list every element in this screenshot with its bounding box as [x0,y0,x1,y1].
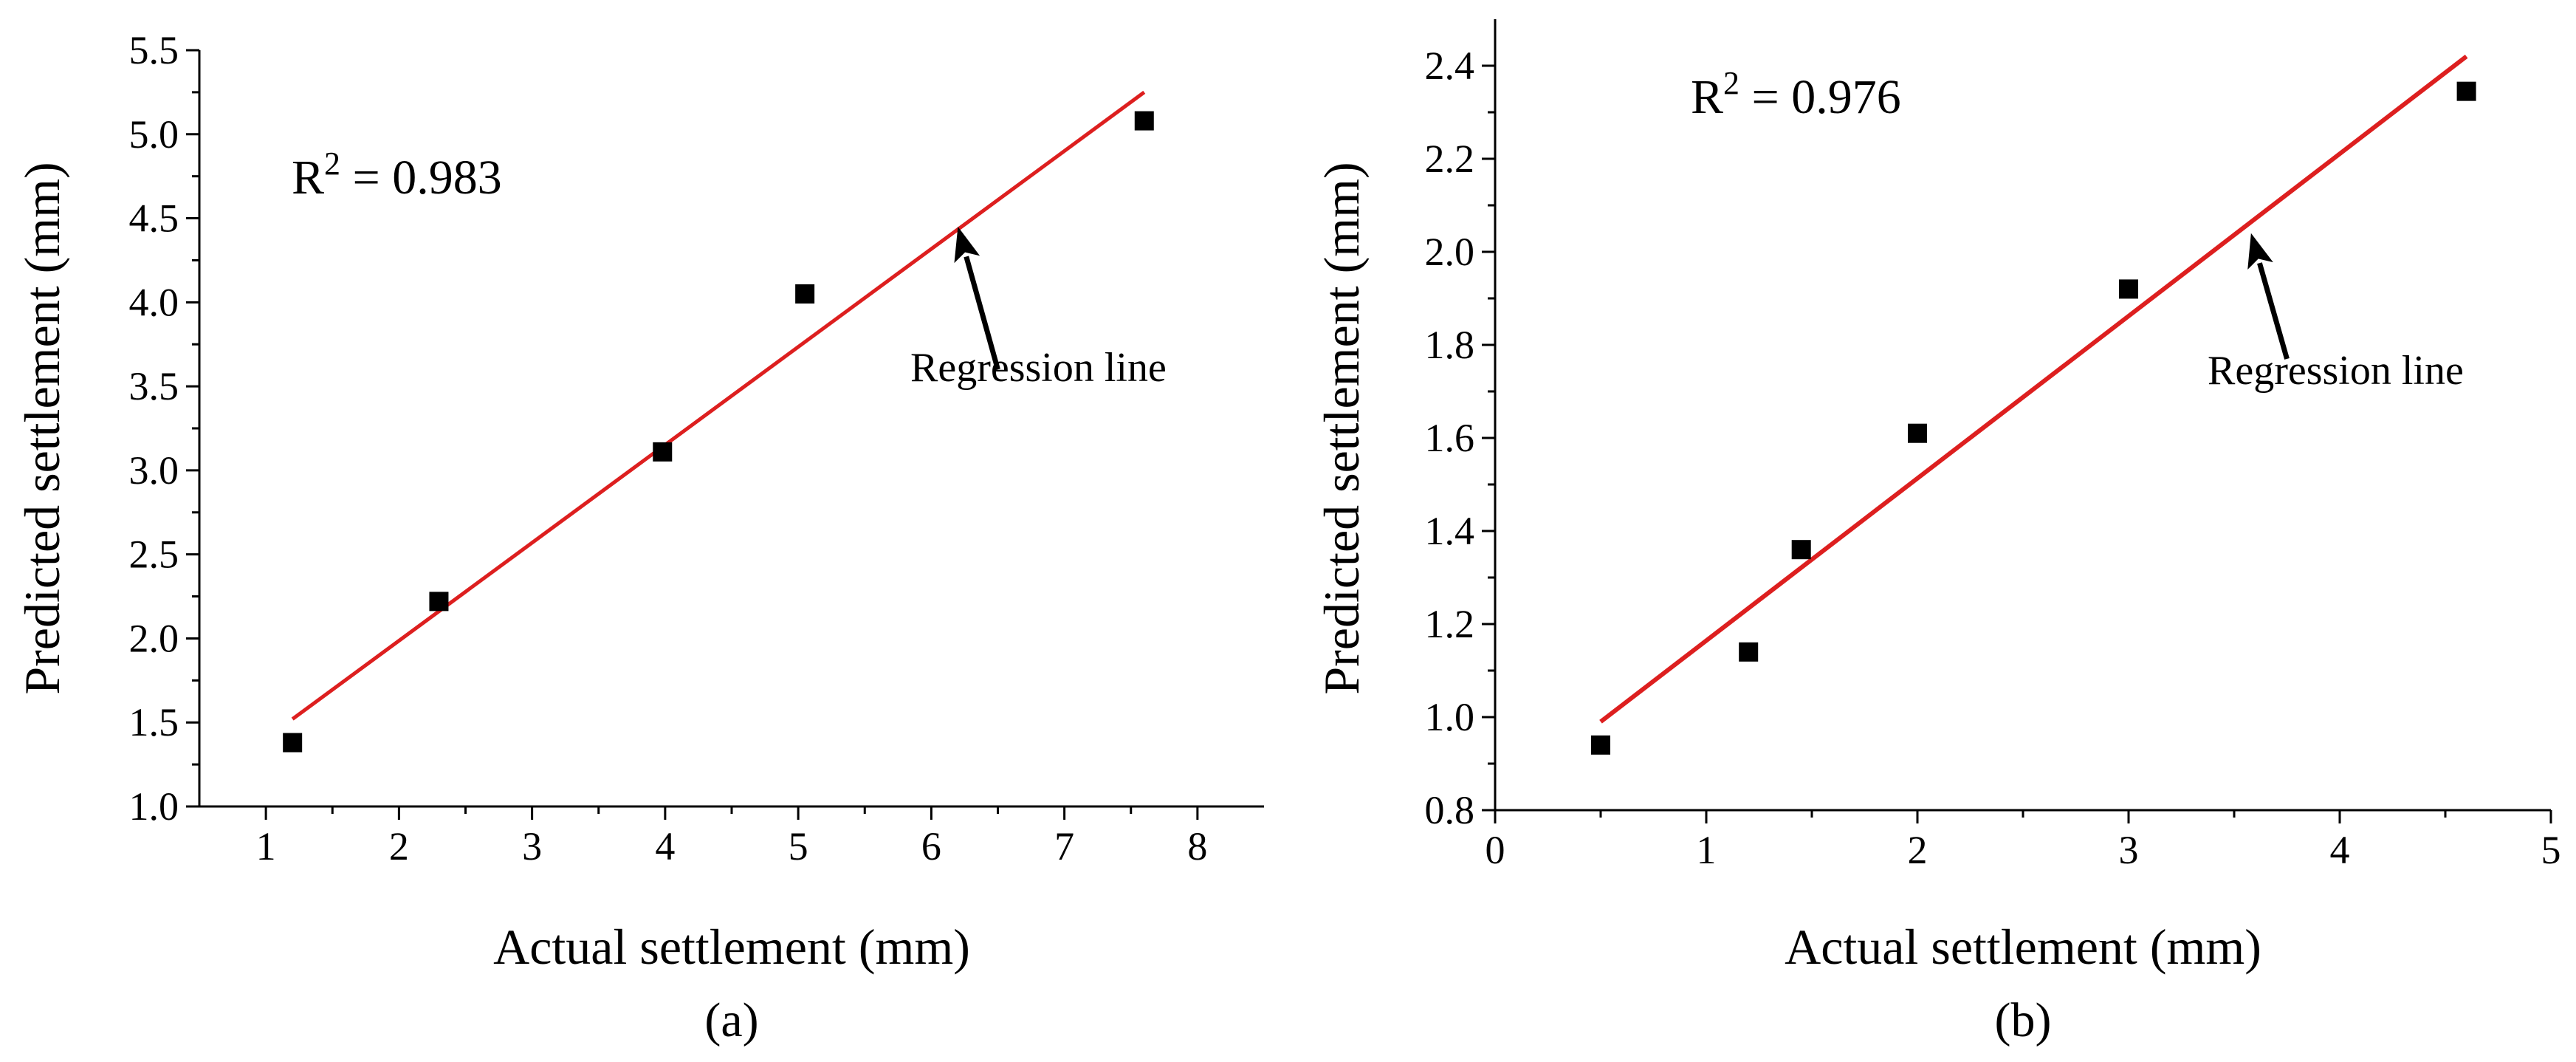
panel-b-x-tick-label: 1 [1697,828,1717,872]
panel-b-x-tick-label: 5 [2541,828,2561,872]
panel-b-x-tick-label: 2 [1908,828,1928,872]
panel-b-y-ticks: 0.8 1.0 1.2 1.4 1.6 1.8 2.0 2.2 2.4 [1425,44,1495,832]
panel-b-data-point [1908,423,1927,443]
panel-a-y-tick-label: 5.5 [129,28,179,72]
panel-a-y-tick-label: 3.5 [129,364,179,408]
panel-b-regression-line [1599,55,2468,724]
panel-a-y-tick-label: 3.0 [129,448,179,493]
panel-a-x-tick-label: 8 [1187,824,1207,869]
panel-b-x-tick-label: 0 [1486,828,1505,872]
panel-a-y-tick-label: 1.0 [129,784,179,829]
panel-a-data-point [283,733,303,753]
panel-b-x-tick-label: 4 [2330,828,2350,872]
panel-a-data-point [795,284,815,304]
panel-b-x-tick-label: 3 [2119,828,2139,872]
panel-b-r2-sup: 2 [1723,65,1739,101]
panel-a-x-tick-label: 1 [256,824,276,869]
panel-a-annotation-label: Regression line [910,345,1167,391]
panel-b-y-tick-label: 1.4 [1425,509,1475,553]
panel-b-points [1591,81,2476,755]
panel-b-data-point [2119,279,2138,299]
panel-b-annotation-label: Regression line [2208,348,2464,394]
panel-a-y-tick-label: 4.0 [129,280,179,324]
panel-b-y-tick-label: 2.0 [1425,230,1475,274]
panel-b-r2-prefix: R [1691,70,1723,124]
panel-b-data-point [2456,81,2476,101]
panel-b-caption: (b) [1995,993,2052,1047]
panel-a-regression-line [291,90,1146,721]
panel-b-data-point [1739,642,1759,662]
panel-b-y-tick-label: 1.6 [1425,416,1475,460]
panel-b-y-axis-title: Predicted settlement (mm) [1313,162,1370,694]
panel-a-points [283,111,1154,753]
panel-a-x-tick-label: 2 [389,824,409,869]
panel-a-r2-sup: 2 [324,145,340,182]
panel-a-y-axis-title: Predicted settlement (mm) [14,162,70,694]
panel-b-annotation-arrow [2257,262,2290,360]
panel-b-y-tick-label: 1.0 [1425,695,1475,739]
panel-b-y-tick-label: 1.2 [1425,602,1475,646]
panel-a-y-tick-label: 1.5 [129,700,179,744]
panel-a-r2-prefix: R [292,151,324,205]
panel-a-y-tick-label: 2.0 [129,616,179,660]
panel-a-r2-value: = 0.983 [340,151,502,205]
panel-a-y-tick-label: 2.5 [129,532,179,577]
panel-b-data-point [1591,735,1610,755]
panel-a-x-tick-label: 6 [921,824,941,869]
panel-b-x-ticks: 0 1 2 3 4 5 [1486,810,2561,872]
panel-a-caption: (a) [704,993,758,1047]
panel-a-y-tick-label: 5.0 [129,112,179,157]
panel-a-x-tick-label: 7 [1054,824,1074,869]
panel-b-data-point [1791,540,1811,560]
panel-b-r2-value: = 0.976 [1739,70,1901,124]
panel-b-arrow-head [2247,233,2273,270]
panel-a-r2: R2 = 0.983 [292,145,502,205]
panel-a-x-tick-label: 4 [655,824,675,869]
panel-a-x-ticks: 1 2 3 4 5 6 7 8 [256,806,1207,869]
panel-b-y-tick-label: 1.8 [1425,323,1475,367]
panel-b-y-tick-label: 2.2 [1425,137,1475,181]
panel-a-x-tick-label: 3 [522,824,542,869]
panel-a-y-tick-label: 4.5 [129,196,179,241]
panel-b-r2: R2 = 0.976 [1691,65,1901,124]
panel-a-x-axis-title: Actual settlement (mm) [493,919,970,975]
panel-a-data-point [1134,111,1154,131]
panel-b-y-tick-label: 2.4 [1425,44,1475,88]
panel-b-axis-frame [1494,19,2551,812]
panel-a-arrow-head [954,226,980,264]
panel-b-y-tick-label: 0.8 [1425,788,1475,832]
panel-a-data-point [429,592,449,611]
panel-a-y-ticks: 1.0 1.5 2.0 2.5 3.0 3.5 4.0 4.5 5.0 5.5 [129,28,199,829]
panel-a-x-tick-label: 5 [789,824,808,869]
panel-b-x-axis-title: Actual settlement (mm) [1785,919,2261,975]
panel-a-data-point [653,442,673,462]
panel-a-annotation-arrow [964,256,1000,371]
